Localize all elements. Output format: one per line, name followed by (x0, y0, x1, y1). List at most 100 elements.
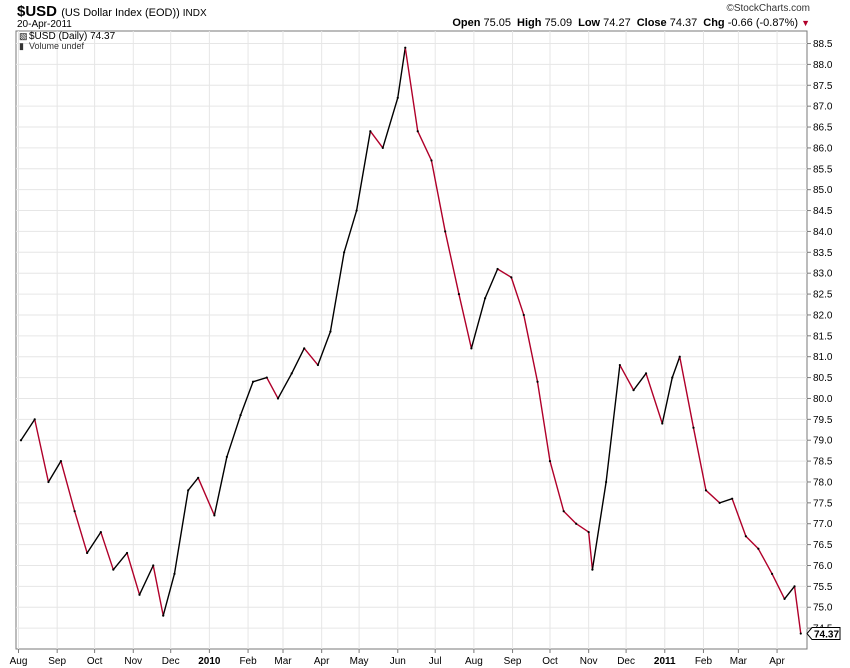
price-point (290, 372, 293, 375)
chart-title: $USD (US Dollar Index (EOD)) INDX (17, 3, 207, 20)
price-segment (100, 531, 115, 571)
high-label: High (517, 17, 542, 29)
price-segment (549, 460, 565, 512)
price-point (793, 585, 796, 588)
price-segment (86, 531, 102, 554)
price-segment (355, 130, 372, 212)
x-axis: Aug Sep Oct Nov Dec 2010 Feb Mar Apr May Jun Jul Aug… (10, 649, 786, 667)
price-point (744, 535, 747, 538)
price-point (799, 632, 802, 635)
y-tick-label: 80.0 (813, 394, 833, 405)
price-segment (112, 552, 128, 571)
price-point (587, 530, 590, 534)
price-point (575, 522, 578, 525)
legend-volume: ▮ Volume undef (19, 41, 84, 52)
price-point (718, 501, 721, 504)
price-segment (20, 418, 36, 441)
y-tick-label: 79.5 (813, 415, 833, 426)
x-tick-label: Aug (10, 656, 28, 667)
y-tick-label: 81.5 (813, 331, 833, 342)
price-segment (757, 548, 773, 575)
x-tick-label: Jun (390, 656, 406, 667)
price-point (416, 130, 419, 133)
price-segment (563, 510, 577, 525)
x-tick-label: Sep (504, 656, 522, 667)
price-segment (187, 477, 199, 492)
price-segment (718, 497, 733, 504)
y-tick-label: 77.0 (813, 519, 833, 530)
price-segment (162, 573, 176, 617)
x-tick-label: Sep (48, 656, 66, 667)
y-tick-label: 78.0 (813, 477, 833, 488)
price-segment (745, 535, 760, 550)
price-segment (197, 477, 216, 517)
y-tick-label: 76.5 (813, 540, 833, 551)
low-value: 74.27 (603, 17, 631, 29)
price-segment (587, 531, 594, 571)
y-tick-label: 76.0 (813, 561, 833, 572)
price-point (692, 426, 695, 429)
price-segment (60, 460, 76, 512)
price-point (484, 297, 487, 300)
price-point (187, 489, 190, 492)
price-segment (793, 585, 802, 635)
price-point (343, 251, 346, 254)
price-point (47, 480, 50, 484)
x-tick-label: 2010 (198, 656, 221, 667)
price-segment (291, 347, 305, 375)
x-tick-label: Oct (87, 656, 103, 667)
price-point (197, 476, 200, 479)
x-tick-label: Oct (542, 656, 558, 667)
chart-date: 20-Apr-2011 (17, 19, 72, 30)
open-value: 75.05 (483, 17, 512, 29)
price-segment (510, 276, 525, 316)
price-segment (126, 552, 141, 596)
y-tick-label: 87.0 (813, 102, 833, 113)
price-point (562, 510, 565, 513)
price-point (470, 347, 473, 350)
volume-icon: ▮ (19, 41, 24, 51)
x-tick-label: Feb (239, 656, 257, 667)
price-segment (343, 209, 358, 254)
change-label: Chg (703, 17, 725, 29)
last-value-marker: 74.37 (806, 627, 841, 641)
price-point (496, 267, 499, 271)
price-point (138, 593, 141, 596)
price-point (33, 418, 36, 421)
price-segment (619, 364, 635, 391)
price-point (152, 564, 155, 567)
price-point (404, 46, 407, 49)
price-segment (470, 297, 486, 350)
price-segment (397, 47, 406, 99)
price-segment (173, 489, 189, 575)
price-segment (679, 356, 695, 429)
price-point (510, 276, 513, 279)
price-point (355, 209, 358, 212)
price-segment (605, 364, 621, 483)
price-segment (632, 372, 647, 391)
close-value: 74.37 (669, 17, 698, 29)
y-tick-label: 84.0 (813, 227, 833, 238)
price-point (605, 480, 608, 484)
price-point (239, 414, 242, 417)
last-value-label: 74.37 (814, 630, 839, 641)
price-point (704, 489, 708, 492)
brand-credit: ©StockCharts.com (726, 3, 810, 14)
price-segment (523, 314, 539, 383)
price-point (225, 455, 228, 459)
y-tick-label: 86.0 (813, 143, 833, 154)
y-tick-label: 75.5 (813, 582, 833, 593)
price-segment (536, 381, 551, 462)
price-point (731, 497, 734, 500)
price-point (112, 568, 115, 571)
price-point (59, 459, 63, 463)
price-segment (266, 376, 279, 400)
y-tick-label: 79.0 (813, 436, 833, 447)
price-segment (417, 130, 433, 162)
price-point (369, 130, 372, 133)
y-tick-label: 78.5 (813, 457, 833, 468)
price-point (19, 439, 23, 442)
y-tick-label: 82.5 (813, 290, 833, 301)
price-segment (771, 573, 786, 600)
price-segment (277, 372, 293, 400)
